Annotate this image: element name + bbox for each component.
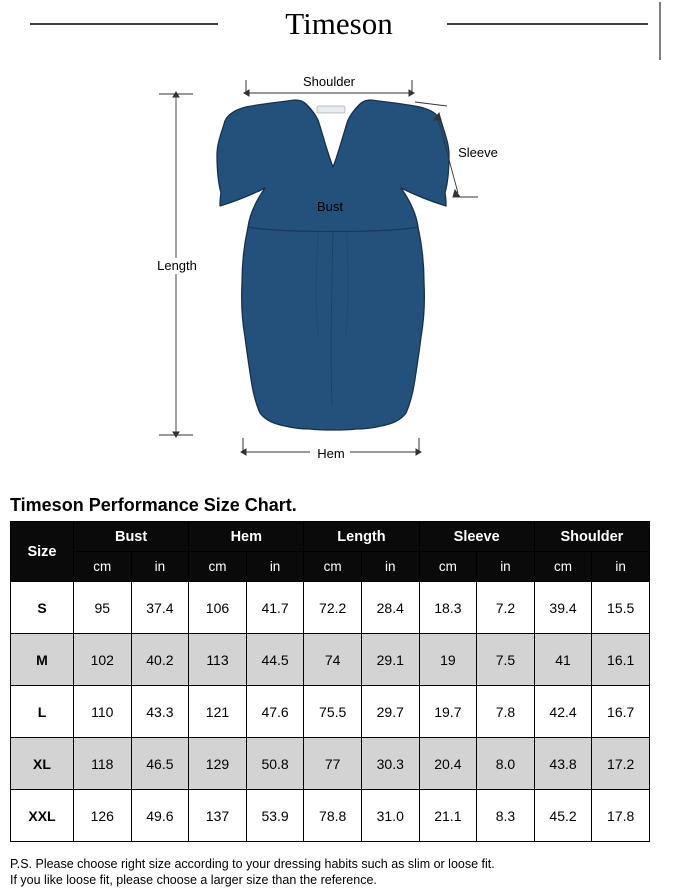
svg-text:Length: Length [157, 258, 197, 273]
svg-text:Timeson: Timeson [285, 6, 393, 41]
svg-text:Sleeve: Sleeve [458, 145, 498, 160]
svg-text:Bust: Bust [317, 199, 343, 214]
svg-text:Shoulder: Shoulder [303, 74, 356, 89]
svg-text:Hem: Hem [317, 446, 344, 461]
